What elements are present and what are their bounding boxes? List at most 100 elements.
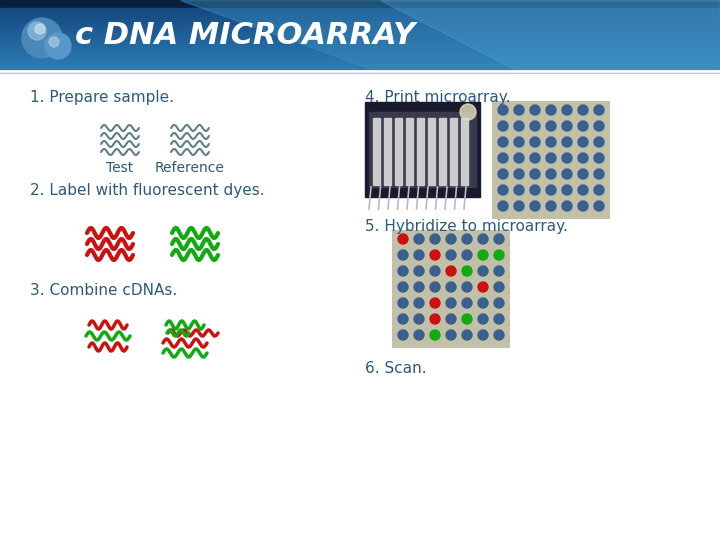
Circle shape [414,314,424,324]
Circle shape [22,18,62,58]
Circle shape [398,250,408,260]
Circle shape [498,201,508,211]
Bar [0,39,720,41]
Bar [0,16,720,18]
Circle shape [594,169,604,179]
Bar [0,49,720,50]
Circle shape [462,282,472,292]
Circle shape [478,314,488,324]
Circle shape [578,185,588,195]
Text: Test: Test [107,161,134,175]
Circle shape [398,266,408,276]
Bar [450,118,457,185]
Circle shape [430,250,440,260]
Circle shape [414,234,424,244]
Circle shape [430,282,440,292]
Circle shape [494,330,504,340]
Bar [428,118,435,185]
Circle shape [498,185,508,195]
Circle shape [446,330,456,340]
Bar [373,118,380,185]
Bar [0,23,720,25]
Circle shape [478,250,488,260]
Circle shape [514,121,524,131]
Circle shape [562,153,572,163]
Circle shape [446,234,456,244]
Circle shape [578,121,588,131]
Circle shape [414,282,424,292]
Circle shape [446,250,456,260]
Circle shape [594,201,604,211]
Circle shape [562,185,572,195]
Bar [0,26,720,29]
Bar [0,37,720,39]
Circle shape [430,330,440,340]
Circle shape [398,314,408,324]
Bar [0,42,720,44]
Bar [0,38,720,40]
Circle shape [462,250,472,260]
Circle shape [462,298,472,308]
Circle shape [514,153,524,163]
Bar [0,45,720,46]
Circle shape [398,298,408,308]
Text: 1. Prepare sample.: 1. Prepare sample. [30,90,174,105]
Circle shape [546,137,556,147]
Text: Reference: Reference [155,161,225,175]
Bar [365,102,480,197]
Text: 2. Label with fluorescent dyes.: 2. Label with fluorescent dyes. [30,183,265,198]
Circle shape [498,105,508,115]
Circle shape [446,314,456,324]
Circle shape [35,24,45,34]
Circle shape [494,250,504,260]
Bar [0,64,720,65]
Circle shape [494,266,504,276]
Circle shape [530,169,540,179]
Circle shape [530,105,540,115]
Circle shape [460,104,476,120]
Circle shape [594,137,604,147]
Circle shape [546,105,556,115]
Circle shape [578,105,588,115]
Bar [0,68,720,70]
Circle shape [530,121,540,131]
Circle shape [430,298,440,308]
Bar [0,51,720,53]
Circle shape [446,282,456,292]
Bar [0,22,720,23]
Circle shape [530,137,540,147]
Circle shape [45,33,71,59]
Circle shape [498,137,508,147]
Text: 5. Hybridize to microarray.: 5. Hybridize to microarray. [365,219,568,234]
Bar [0,56,720,58]
Circle shape [478,330,488,340]
Circle shape [498,121,508,131]
Bar [0,63,720,64]
Polygon shape [180,0,720,72]
Bar [461,118,468,185]
Circle shape [414,266,424,276]
Bar [0,46,720,48]
Bar [0,15,720,17]
Circle shape [514,105,524,115]
Circle shape [594,105,604,115]
Bar [0,50,720,51]
Circle shape [594,121,604,131]
Bar [0,18,720,19]
Circle shape [494,234,504,244]
Bar [0,0,720,8]
Circle shape [578,137,588,147]
Circle shape [414,250,424,260]
Text: c DNA MICROARRAY: c DNA MICROARRAY [75,22,415,51]
Bar [0,8,720,9]
Bar [0,36,720,37]
Circle shape [414,298,424,308]
Bar [0,47,720,49]
Circle shape [398,234,408,244]
Bar [406,118,413,185]
Bar [0,60,720,62]
Bar [0,69,720,71]
Bar [0,52,720,54]
Bar [417,118,424,185]
Bar [384,118,391,185]
